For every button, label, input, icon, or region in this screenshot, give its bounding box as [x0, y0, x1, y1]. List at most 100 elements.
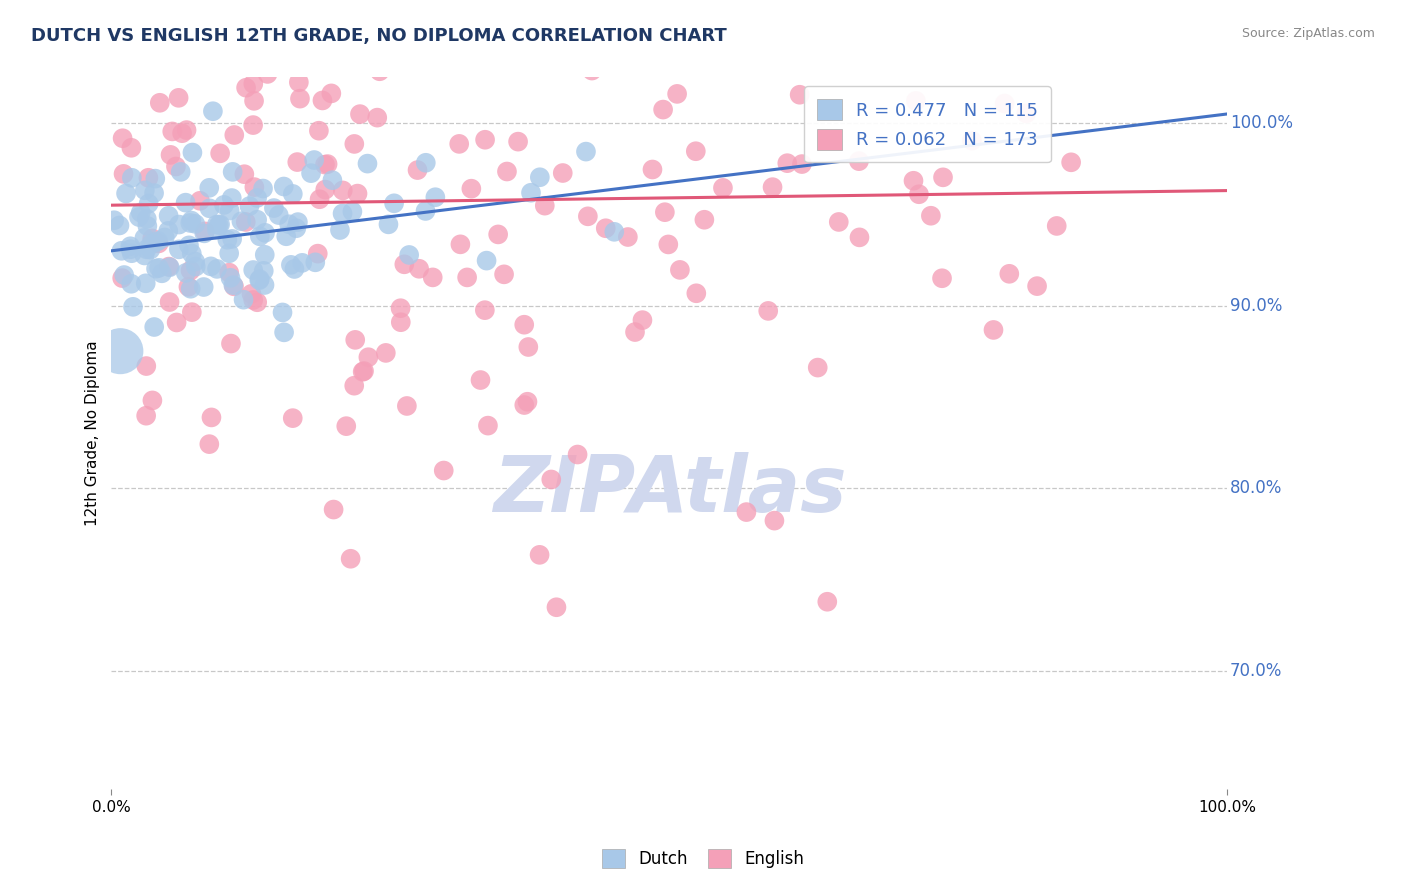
Point: [111, 131, 134, 145]
Point: [284, 43, 307, 57]
Point: [112, 167, 135, 181]
Point: [281, 186, 304, 201]
Point: [139, 237, 162, 252]
Point: [276, 229, 298, 244]
Point: [422, 270, 444, 285]
Point: [174, 195, 197, 210]
Point: [735, 505, 758, 519]
Point: [120, 239, 142, 253]
Point: [115, 186, 138, 201]
Point: [617, 230, 640, 244]
Point: [903, 174, 925, 188]
Point: [145, 261, 167, 276]
Point: [344, 333, 367, 347]
Point: [449, 237, 471, 252]
Point: [624, 325, 647, 339]
Point: [157, 224, 180, 238]
Point: [179, 216, 201, 230]
Point: [231, 214, 253, 228]
Point: [789, 87, 811, 102]
Point: [427, 43, 450, 57]
Point: [135, 56, 157, 70]
Point: [138, 196, 160, 211]
Point: [242, 77, 264, 91]
Point: [157, 209, 180, 223]
Point: [243, 94, 266, 108]
Point: [267, 208, 290, 222]
Point: [288, 75, 311, 89]
Legend: Dutch, English: Dutch, English: [595, 842, 811, 875]
Point: [200, 260, 222, 274]
Point: [641, 162, 664, 177]
Point: [395, 399, 418, 413]
Text: 80.0%: 80.0%: [1230, 479, 1282, 497]
Point: [352, 365, 374, 379]
Point: [235, 80, 257, 95]
Point: [848, 230, 870, 244]
Point: [406, 163, 429, 178]
Point: [652, 103, 675, 117]
Point: [174, 266, 197, 280]
Point: [143, 186, 166, 200]
Point: [159, 260, 181, 275]
Point: [278, 217, 301, 231]
Point: [256, 67, 278, 81]
Point: [343, 378, 366, 392]
Point: [141, 231, 163, 245]
Point: [423, 43, 446, 57]
Point: [217, 233, 239, 247]
Point: [389, 301, 412, 316]
Point: [308, 124, 330, 138]
Point: [756, 304, 779, 318]
Point: [433, 464, 456, 478]
Point: [815, 595, 838, 609]
Point: [460, 182, 482, 196]
Point: [513, 318, 536, 332]
Point: [149, 95, 172, 110]
Point: [198, 181, 221, 195]
Point: [456, 270, 478, 285]
Point: [160, 124, 183, 138]
Point: [188, 194, 211, 208]
Point: [194, 224, 217, 238]
Point: [128, 210, 150, 224]
Point: [567, 448, 589, 462]
Point: [249, 229, 271, 244]
Point: [209, 146, 232, 161]
Point: [551, 43, 574, 57]
Point: [425, 190, 447, 204]
Point: [807, 57, 830, 71]
Point: [224, 128, 246, 142]
Point: [581, 63, 603, 78]
Point: [477, 418, 499, 433]
Point: [273, 179, 295, 194]
Point: [366, 111, 388, 125]
Point: [666, 87, 689, 101]
Point: [630, 43, 652, 57]
Point: [120, 277, 142, 291]
Point: [408, 261, 430, 276]
Point: [644, 54, 666, 68]
Point: [103, 213, 125, 227]
Point: [246, 43, 269, 57]
Point: [291, 256, 314, 270]
Point: [581, 43, 603, 57]
Point: [200, 410, 222, 425]
Point: [139, 243, 162, 257]
Point: [253, 278, 276, 293]
Point: [368, 64, 391, 78]
Point: [222, 278, 245, 293]
Point: [221, 191, 243, 205]
Point: [218, 203, 240, 218]
Point: [222, 279, 245, 293]
Point: [790, 157, 813, 171]
Point: [904, 94, 927, 108]
Point: [129, 205, 152, 219]
Point: [184, 260, 207, 274]
Point: [657, 237, 679, 252]
Point: [506, 135, 529, 149]
Point: [346, 186, 368, 201]
Text: DUTCH VS ENGLISH 12TH GRADE, NO DIPLOMA CORRELATION CHART: DUTCH VS ENGLISH 12TH GRADE, NO DIPLOMA …: [31, 27, 727, 45]
Point: [218, 246, 240, 260]
Point: [285, 155, 308, 169]
